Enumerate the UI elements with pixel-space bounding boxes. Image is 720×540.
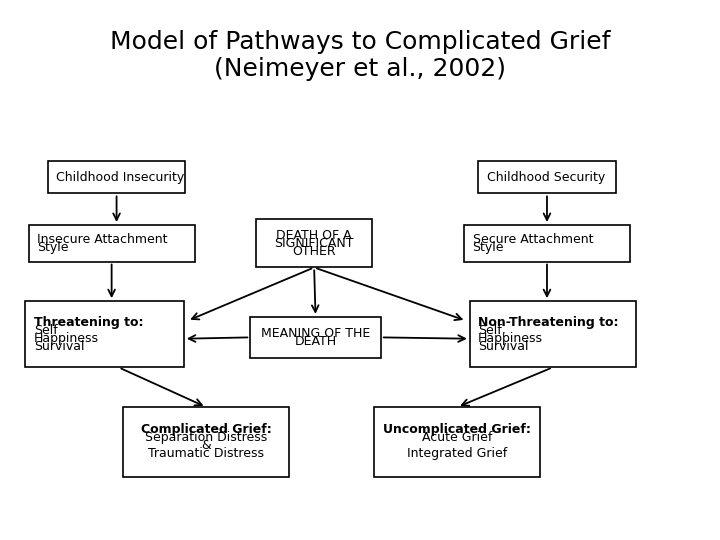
Text: Threatening to:: Threatening to: xyxy=(34,316,143,329)
Text: Acute Grief: Acute Grief xyxy=(422,431,492,444)
FancyBboxPatch shape xyxy=(469,301,636,367)
Text: Integrated Grief: Integrated Grief xyxy=(408,448,508,461)
Text: MEANING OF THE: MEANING OF THE xyxy=(261,327,370,340)
Text: DEATH: DEATH xyxy=(294,335,337,348)
FancyBboxPatch shape xyxy=(251,317,381,358)
Text: Self,: Self, xyxy=(478,323,506,337)
Text: Insecure Attachment: Insecure Attachment xyxy=(37,233,168,246)
FancyBboxPatch shape xyxy=(478,161,616,193)
FancyBboxPatch shape xyxy=(25,301,184,367)
Text: Style: Style xyxy=(37,241,68,254)
Text: Survival: Survival xyxy=(478,340,528,353)
Text: &: & xyxy=(202,440,211,453)
Text: Separation Distress: Separation Distress xyxy=(145,431,267,444)
Text: Model of Pathways to Complicated Grief: Model of Pathways to Complicated Grief xyxy=(109,30,611,53)
Text: Self: Self xyxy=(34,323,58,337)
Text: Non-Threatening to:: Non-Threatening to: xyxy=(478,316,618,329)
Text: Style: Style xyxy=(472,241,504,254)
Text: Uncomplicated Grief:: Uncomplicated Grief: xyxy=(384,423,531,436)
Text: DEATH OF A: DEATH OF A xyxy=(276,228,352,242)
FancyBboxPatch shape xyxy=(123,407,289,476)
Text: Survival: Survival xyxy=(34,340,84,353)
FancyBboxPatch shape xyxy=(256,219,372,267)
Text: Happiness: Happiness xyxy=(478,332,543,345)
Text: Happiness: Happiness xyxy=(34,332,99,345)
Text: OTHER: OTHER xyxy=(292,245,336,258)
Text: (Neimeyer et al., 2002): (Neimeyer et al., 2002) xyxy=(214,57,506,80)
Text: Traumatic Distress: Traumatic Distress xyxy=(148,448,264,461)
FancyBboxPatch shape xyxy=(48,161,185,193)
FancyBboxPatch shape xyxy=(374,407,540,476)
Text: Childhood Insecurity: Childhood Insecurity xyxy=(56,171,184,184)
Text: Secure Attachment: Secure Attachment xyxy=(472,233,593,246)
FancyBboxPatch shape xyxy=(464,225,630,261)
Text: SIGNIFICANT: SIGNIFICANT xyxy=(274,237,354,249)
Text: Complicated Grief:: Complicated Grief: xyxy=(141,423,271,436)
Text: Childhood Security: Childhood Security xyxy=(487,171,605,184)
FancyBboxPatch shape xyxy=(29,225,194,261)
